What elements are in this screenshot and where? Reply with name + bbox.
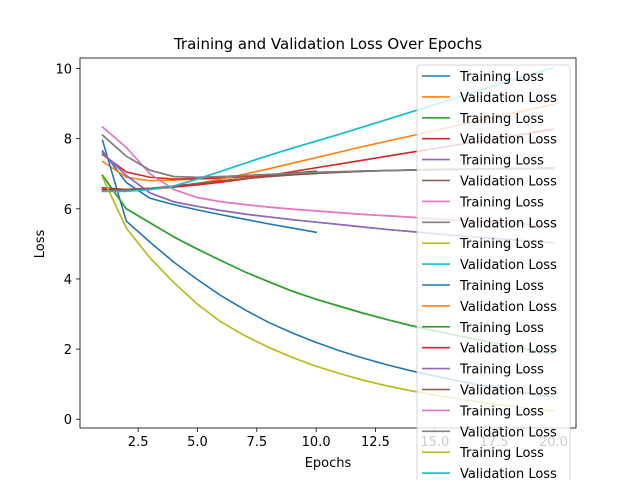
y-tick-label: 2 <box>64 343 72 358</box>
legend-label: Validation Loss <box>460 300 557 315</box>
legend-label: Validation Loss <box>460 258 557 273</box>
legend-label: Validation Loss <box>460 425 557 440</box>
legend-label: Training Loss <box>459 154 544 169</box>
y-tick-label: 6 <box>64 203 72 218</box>
x-tick-label: 2.5 <box>128 435 149 450</box>
legend-label: Validation Loss <box>460 133 557 148</box>
legend-label: Training Loss <box>459 279 544 294</box>
x-tick-label: 5.0 <box>187 435 208 450</box>
legend-label: Training Loss <box>459 112 544 127</box>
legend-label: Training Loss <box>459 237 544 252</box>
legend-label: Training Loss <box>459 404 544 419</box>
legend-box <box>416 64 571 480</box>
legend-label: Training Loss <box>459 321 544 336</box>
legend-label: Validation Loss <box>460 467 557 480</box>
legend-label: Validation Loss <box>460 342 557 357</box>
y-tick-label: 0 <box>64 413 72 428</box>
legend-label: Training Loss <box>459 70 544 85</box>
y-axis-title: Loss <box>33 230 48 259</box>
plot-frame <box>79 57 577 429</box>
y-tick-label: 4 <box>64 273 72 288</box>
legend-label: Validation Loss <box>460 175 557 190</box>
chart-title: Training and Validation Loss Over Epochs <box>173 35 482 53</box>
legend-label: Training Loss <box>459 363 544 378</box>
y-tick-label: 8 <box>64 133 72 148</box>
x-tick-label: 12.5 <box>361 435 390 450</box>
legend-label: Validation Loss <box>460 216 557 231</box>
legend-label: Validation Loss <box>460 91 557 106</box>
legend-label: Training Loss <box>459 446 544 461</box>
x-tick-label: 7.5 <box>246 435 267 450</box>
y-tick-label: 10 <box>55 63 72 78</box>
legend-label: Training Loss <box>459 195 544 210</box>
legend-label: Validation Loss <box>460 384 557 399</box>
x-tick-label: 10.0 <box>302 435 331 450</box>
legend: Training Loss Validation Loss Training Los… <box>416 64 571 480</box>
x-axis-title: Epochs <box>305 456 352 471</box>
